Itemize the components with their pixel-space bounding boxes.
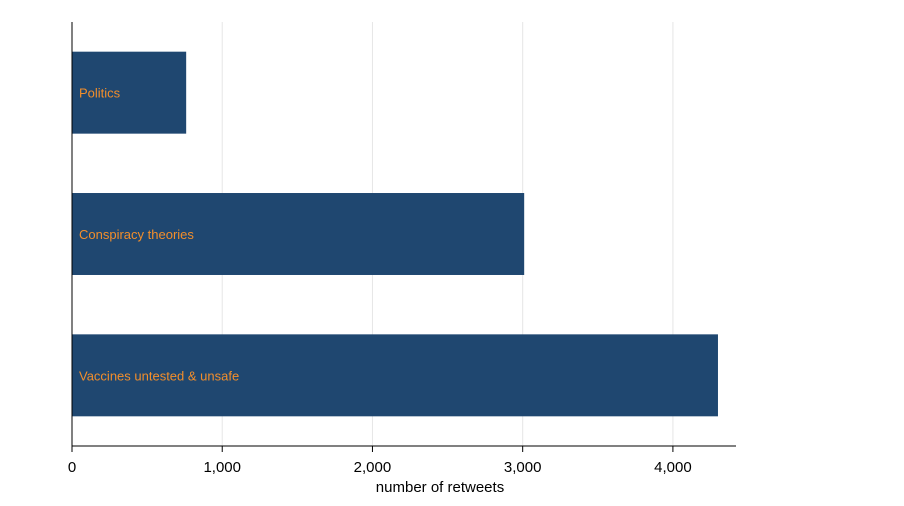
x-axis-title: number of retweets — [376, 479, 504, 496]
bars: Politics Conspiracy theories Vaccines unte… — [72, 51, 718, 417]
bar — [72, 51, 187, 134]
x-tick-label: 1,000 — [203, 459, 241, 476]
x-tick-label: 4,000 — [654, 459, 692, 476]
x-tick-label: 0 — [68, 459, 76, 476]
x-tick-label: 2,000 — [354, 459, 392, 476]
axes — [71, 22, 736, 447]
x-axis-ticks: 0 1,000 2,000 3,000 4,000 — [68, 446, 692, 476]
bar — [72, 193, 525, 275]
bar-label: Vaccines untested & unsafe — [79, 368, 239, 383]
bar-label: Politics — [79, 86, 121, 101]
bar — [72, 334, 718, 417]
x-tick-label: 3,000 — [504, 459, 542, 476]
bar-label: Conspiracy theories — [79, 227, 194, 242]
